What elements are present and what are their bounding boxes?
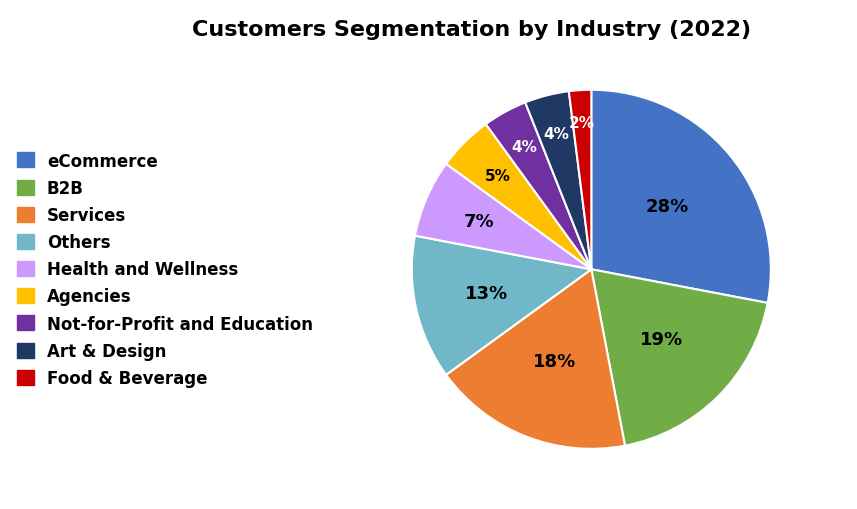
Wedge shape [591,270,768,446]
Text: 18%: 18% [533,352,577,371]
Wedge shape [525,92,591,270]
Text: 7%: 7% [464,212,494,231]
Text: Customers Segmentation by Industry (2022): Customers Segmentation by Industry (2022… [192,20,751,40]
Wedge shape [446,125,591,270]
Wedge shape [446,270,625,449]
Legend: eCommerce, B2B, Services, Others, Health and Wellness, Agencies, Not-for-Profit : eCommerce, B2B, Services, Others, Health… [17,152,313,387]
Text: 4%: 4% [511,140,536,155]
Wedge shape [569,91,591,270]
Wedge shape [591,91,770,303]
Wedge shape [412,236,591,375]
Wedge shape [415,164,591,270]
Text: 19%: 19% [639,330,683,349]
Text: 4%: 4% [543,127,569,142]
Wedge shape [486,103,591,270]
Text: 5%: 5% [484,168,510,184]
Text: 2%: 2% [569,116,595,131]
Text: 13%: 13% [464,284,508,302]
Text: 28%: 28% [646,198,689,216]
